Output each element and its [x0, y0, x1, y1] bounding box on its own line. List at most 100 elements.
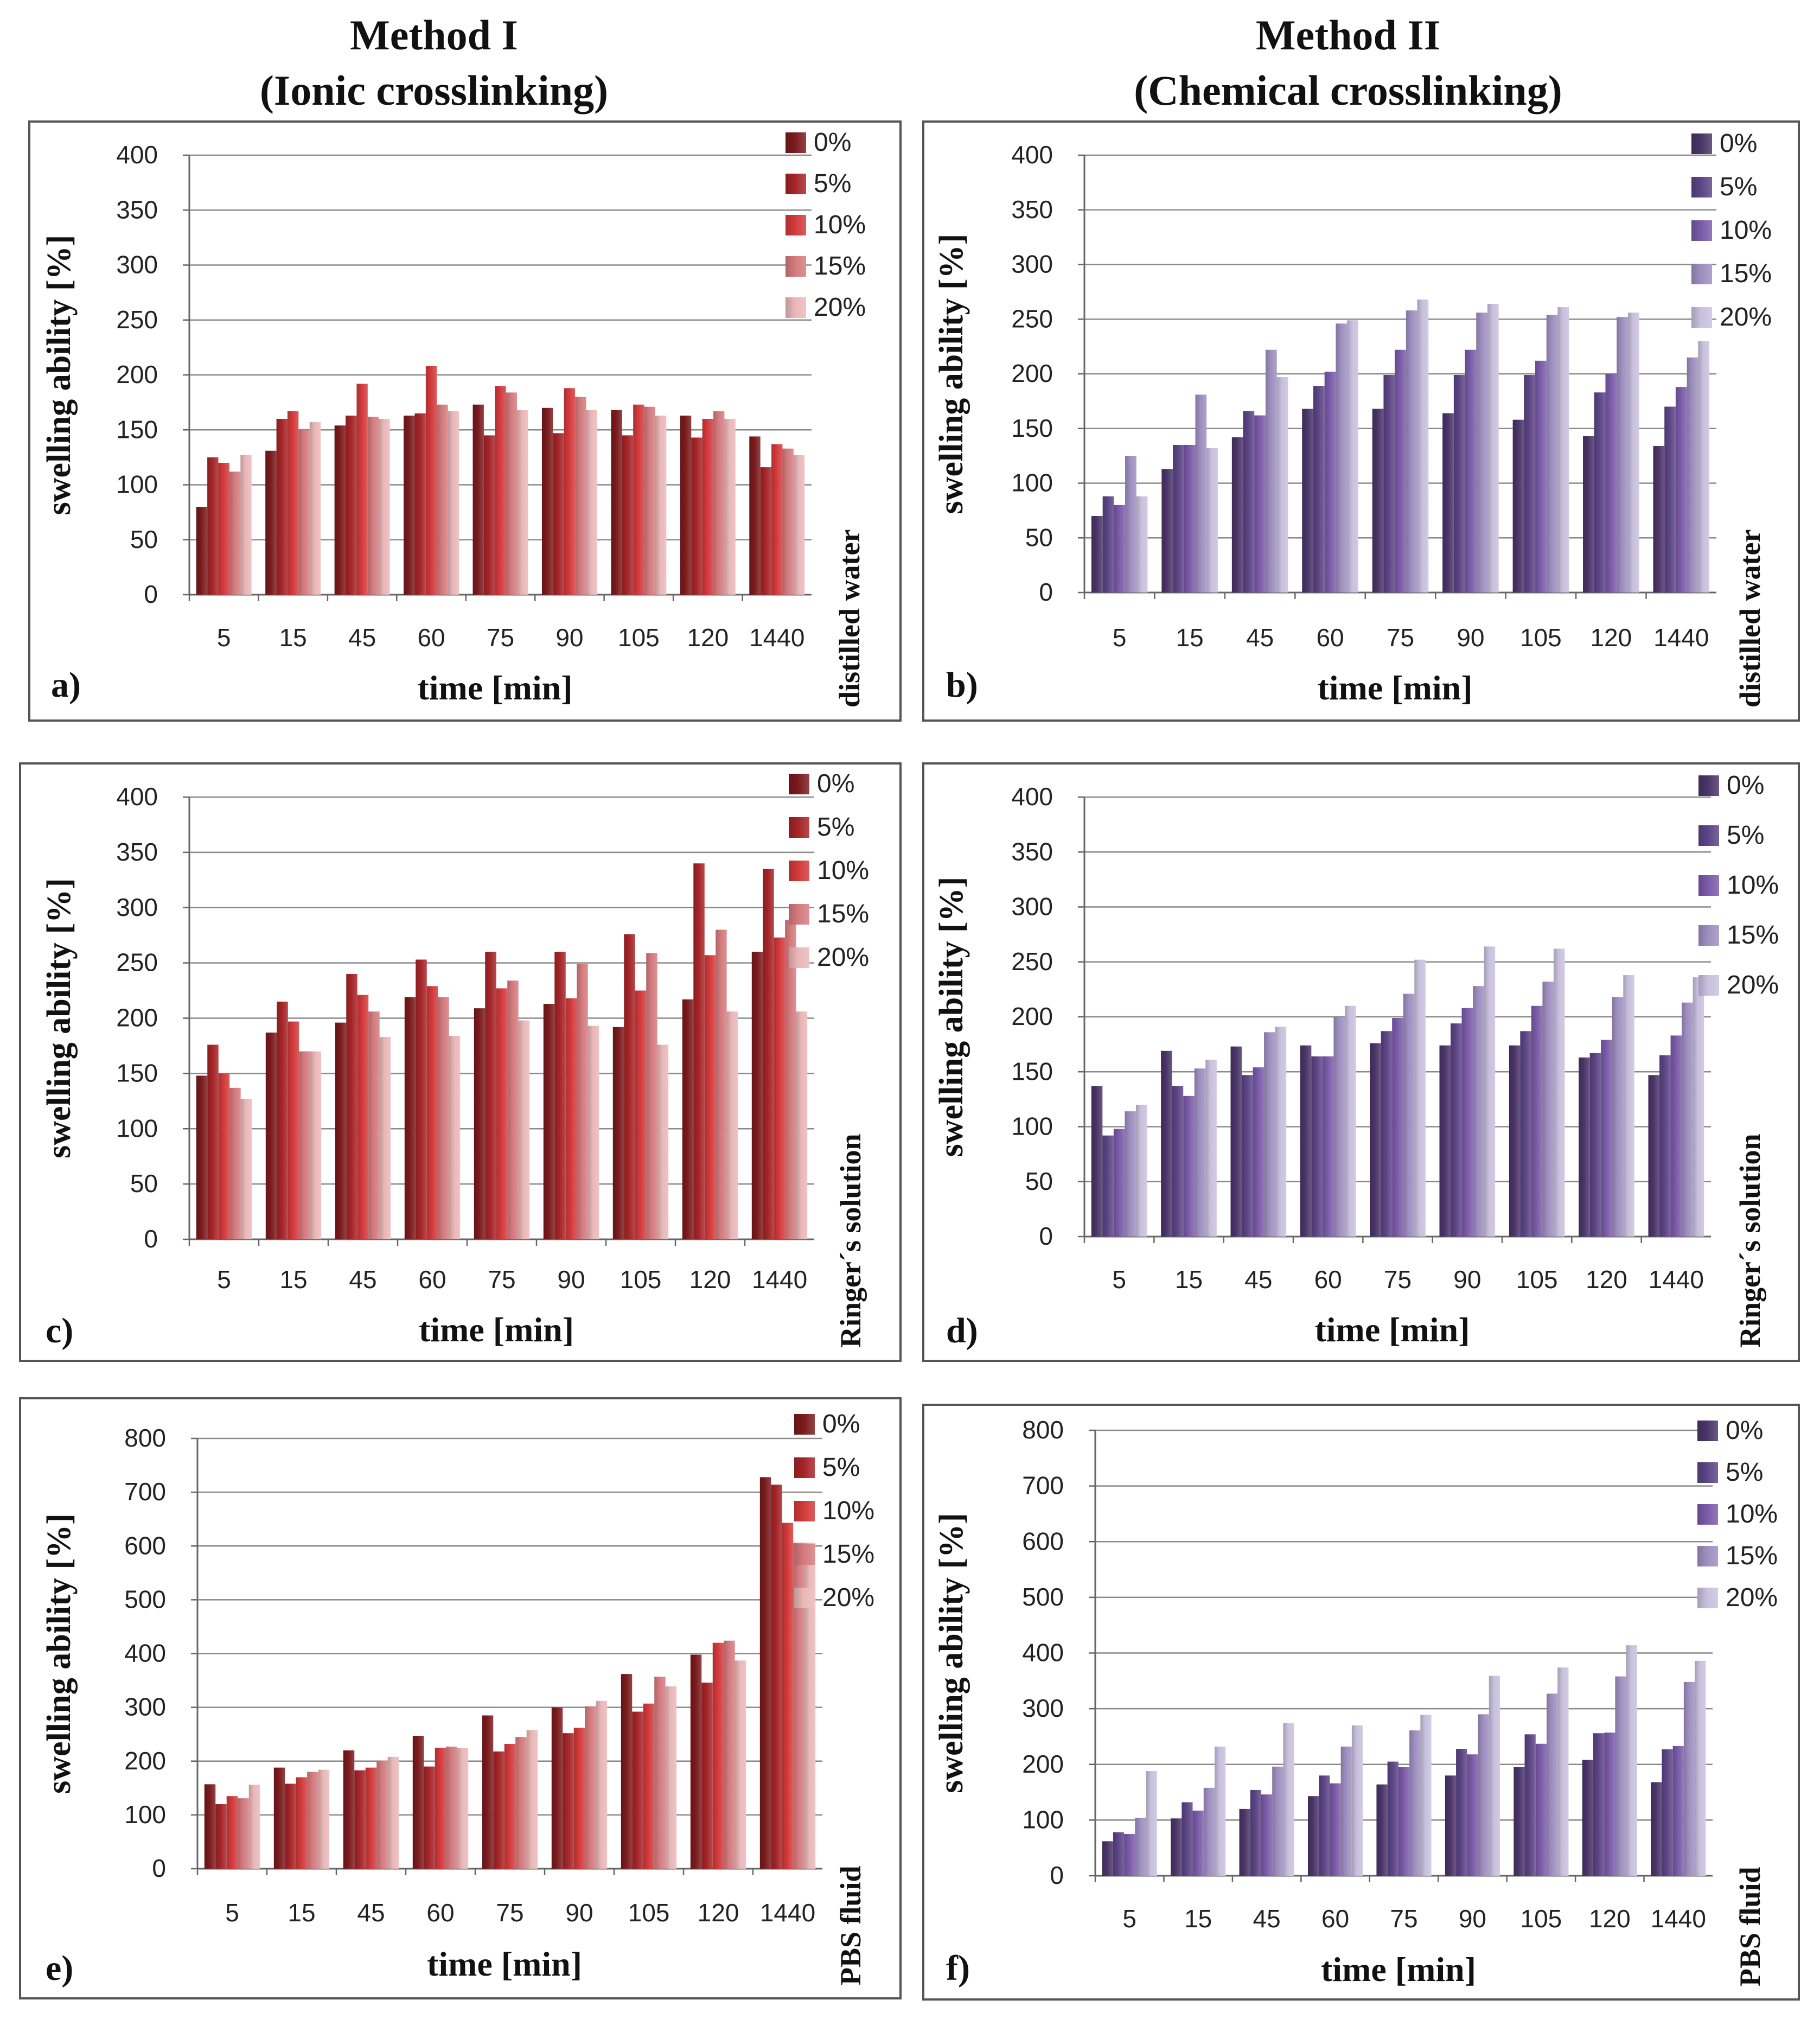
bar [611, 410, 622, 595]
bar [1254, 415, 1266, 593]
bar [543, 1004, 555, 1239]
bar [771, 444, 783, 595]
chart-panel-e: 0 100 200 300 400 500 600 700 800 5 15 45 60 75 90 105 1… [19, 1397, 902, 1999]
legend-swatch [1698, 825, 1719, 846]
bar [553, 433, 564, 595]
bar [1675, 387, 1687, 593]
x-tick-label: 1440 [1653, 623, 1709, 652]
bar [712, 1642, 724, 1869]
chart-e-svg: 0 100 200 300 400 500 600 700 800 5 15 45 60 75 90 105 1… [41, 1410, 874, 1988]
y-tick-label: 500 [124, 1585, 166, 1613]
bar [287, 411, 299, 595]
bar [334, 425, 346, 595]
legend-label: 5% [822, 1453, 860, 1482]
bar [496, 988, 508, 1239]
bar [1398, 1767, 1410, 1876]
x-tick-label: 90 [565, 1899, 593, 1927]
bar [1487, 304, 1499, 593]
bar [1612, 997, 1624, 1237]
medium-label: Ringer´s solution [1734, 1133, 1766, 1348]
y-tick-label: 300 [124, 1693, 166, 1721]
x-axis-title: time [min] [419, 1310, 574, 1349]
bar [1420, 1715, 1432, 1876]
y-tick-label: 200 [1011, 1002, 1053, 1030]
bar [507, 980, 519, 1239]
y-axis-title: swelling ability [%] [41, 235, 78, 515]
bar [586, 410, 597, 595]
y-tick-label: 400 [124, 1639, 166, 1667]
bar [1300, 1045, 1312, 1237]
bar [1261, 1794, 1273, 1876]
x-tick-label: 105 [620, 1265, 662, 1294]
bar [624, 934, 635, 1239]
bar [1203, 1787, 1215, 1876]
bar [526, 1730, 538, 1869]
bar [307, 1772, 318, 1869]
bar [448, 411, 459, 595]
panel-label: d) [946, 1311, 978, 1351]
x-tick-label: 15 [1175, 1265, 1203, 1294]
legend-label: 5% [1720, 173, 1757, 201]
x-tick-label: 120 [687, 623, 729, 652]
method-ii-header: Method II (Chemical crosslinking) [914, 8, 1782, 118]
bar [1453, 375, 1465, 593]
bar [726, 1011, 738, 1239]
bar [1161, 469, 1173, 593]
x-tick-label: 5 [1122, 1905, 1136, 1933]
legend-swatch [786, 297, 806, 318]
bar [774, 937, 786, 1239]
legend-swatch [789, 817, 809, 838]
legend-swatch [1697, 1546, 1718, 1566]
y-tick-label: 200 [1011, 359, 1053, 387]
bar [1275, 1027, 1287, 1237]
y-tick-label: 300 [116, 251, 158, 279]
x-tick-label: 5 [1112, 1265, 1126, 1294]
x-tick-label: 105 [628, 1899, 670, 1927]
bar [1113, 1832, 1125, 1876]
bar [1125, 1111, 1136, 1237]
bar [1215, 1746, 1226, 1876]
bar [1272, 1766, 1283, 1876]
bar [1319, 1775, 1330, 1876]
x-tick-label: 120 [1586, 1265, 1627, 1294]
bar [704, 955, 716, 1239]
bar [760, 467, 772, 595]
bar [425, 366, 437, 595]
y-axis-title: swelling ability [%] [933, 877, 970, 1157]
x-tick-label: 105 [1520, 623, 1562, 652]
bar [1161, 1050, 1172, 1237]
y-tick-label: 100 [116, 470, 158, 499]
bar [1344, 1005, 1356, 1237]
legend-label: 15% [817, 900, 869, 928]
bar [1313, 386, 1325, 593]
x-tick-label: 75 [488, 1265, 515, 1294]
y-tick-label: 400 [116, 141, 158, 169]
bar [1124, 1834, 1135, 1876]
y-tick-label: 700 [1022, 1472, 1064, 1500]
y-tick-label: 0 [1039, 578, 1053, 606]
panel-label: c) [46, 1311, 73, 1351]
bar [1557, 1667, 1569, 1876]
medium-label: distilled water [1734, 530, 1766, 708]
bar [1409, 1730, 1421, 1876]
medium-label: distilled water [833, 530, 866, 708]
x-axis-title: time [min] [1317, 668, 1472, 707]
bar [1461, 1008, 1473, 1237]
y-tick-label: 50 [1025, 1167, 1053, 1195]
x-axis-title: time [min] [427, 1945, 582, 1983]
y-tick-label: 150 [1011, 1057, 1053, 1085]
bar [435, 1747, 446, 1869]
legend-swatch [1691, 133, 1712, 154]
bar [518, 1020, 530, 1239]
bar [1648, 1075, 1660, 1237]
y-tick-label: 400 [1011, 141, 1053, 169]
bar [426, 986, 438, 1239]
y-tick-label: 0 [144, 1225, 158, 1253]
bar [196, 507, 208, 595]
legend-label: 5% [814, 169, 851, 198]
bar [1514, 1767, 1525, 1876]
bar [1276, 377, 1288, 593]
bar [724, 419, 736, 595]
bar [782, 1523, 794, 1869]
x-tick-label: 120 [689, 1265, 731, 1294]
